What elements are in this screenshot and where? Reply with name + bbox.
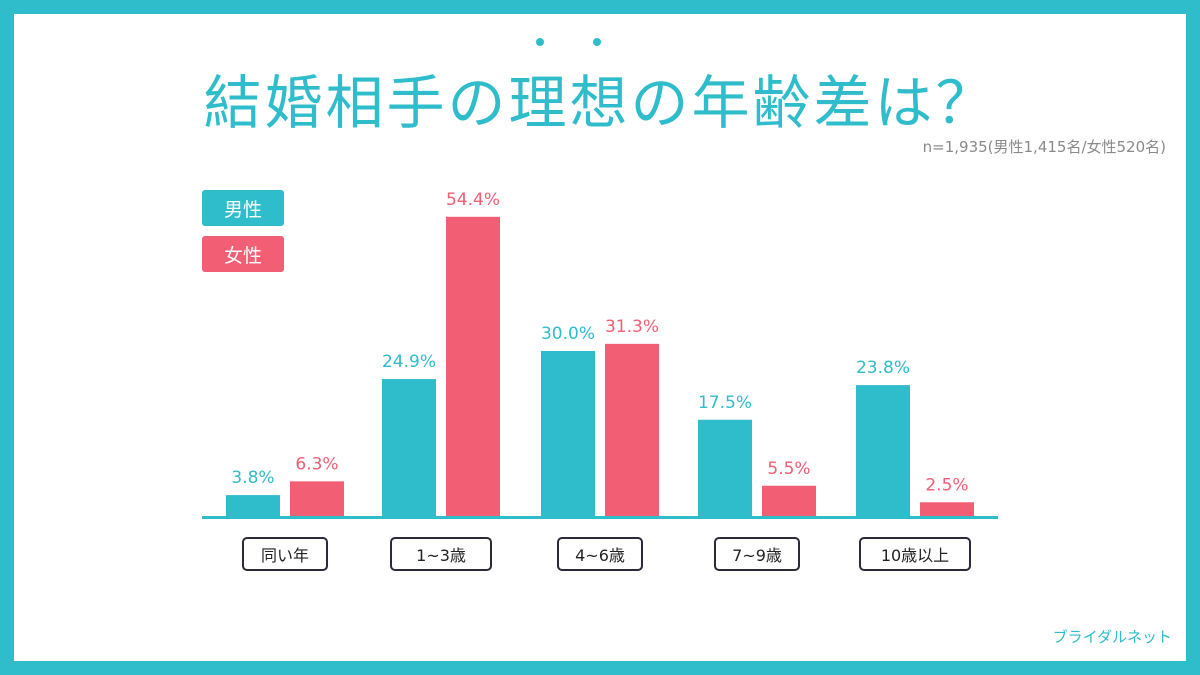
data-label-male: 17.5% — [698, 393, 752, 413]
bar-female — [762, 485, 816, 516]
emphasis-dot — [536, 38, 544, 46]
sample-size-note: n=1,935(男性1,415名/女性520名) — [922, 138, 1166, 156]
bar-female — [605, 343, 659, 516]
brand-logo: ブライダルネット — [1052, 628, 1172, 646]
bar-male — [856, 385, 910, 516]
data-label-male: 23.8% — [856, 358, 910, 378]
bar-male — [382, 379, 436, 516]
legend-female: 女性 — [202, 236, 284, 272]
category-label: 10歳以上 — [859, 537, 971, 571]
chart-title: 結婚相手の理想の年齢差は？ — [203, 69, 997, 137]
bar-male — [226, 495, 280, 516]
data-label-male: 30.0% — [541, 324, 595, 344]
chart-card: 結婚相手の理想の年齢差は？ n=1,935(男性1,415名/女性520名) 男… — [14, 14, 1186, 661]
bar-male — [698, 419, 752, 516]
emphasis-dot — [593, 38, 601, 46]
data-label-female: 6.3% — [295, 454, 338, 474]
bar-female — [920, 502, 974, 516]
category-label: 同い年 — [242, 537, 328, 571]
data-label-female: 5.5% — [767, 459, 810, 479]
category-label: 7~9歳 — [714, 537, 800, 571]
bar-male — [541, 351, 595, 516]
bar-female — [290, 481, 344, 516]
data-label-male: 3.8% — [231, 468, 274, 488]
bar-female — [446, 216, 500, 517]
bar-chart: 3.8% 6.3% 24.9% 54.4% 30.0% 31.3% 17.5% 5.5% 23.… — [202, 190, 998, 519]
data-label-male: 24.9% — [382, 352, 436, 372]
data-label-female: 2.5% — [925, 475, 968, 495]
legend-male: 男性 — [202, 190, 284, 226]
category-label: 1~3歳 — [390, 537, 492, 571]
category-label: 4~6歳 — [557, 537, 643, 571]
data-label-female: 54.4% — [446, 190, 500, 210]
data-label-female: 31.3% — [605, 317, 659, 337]
